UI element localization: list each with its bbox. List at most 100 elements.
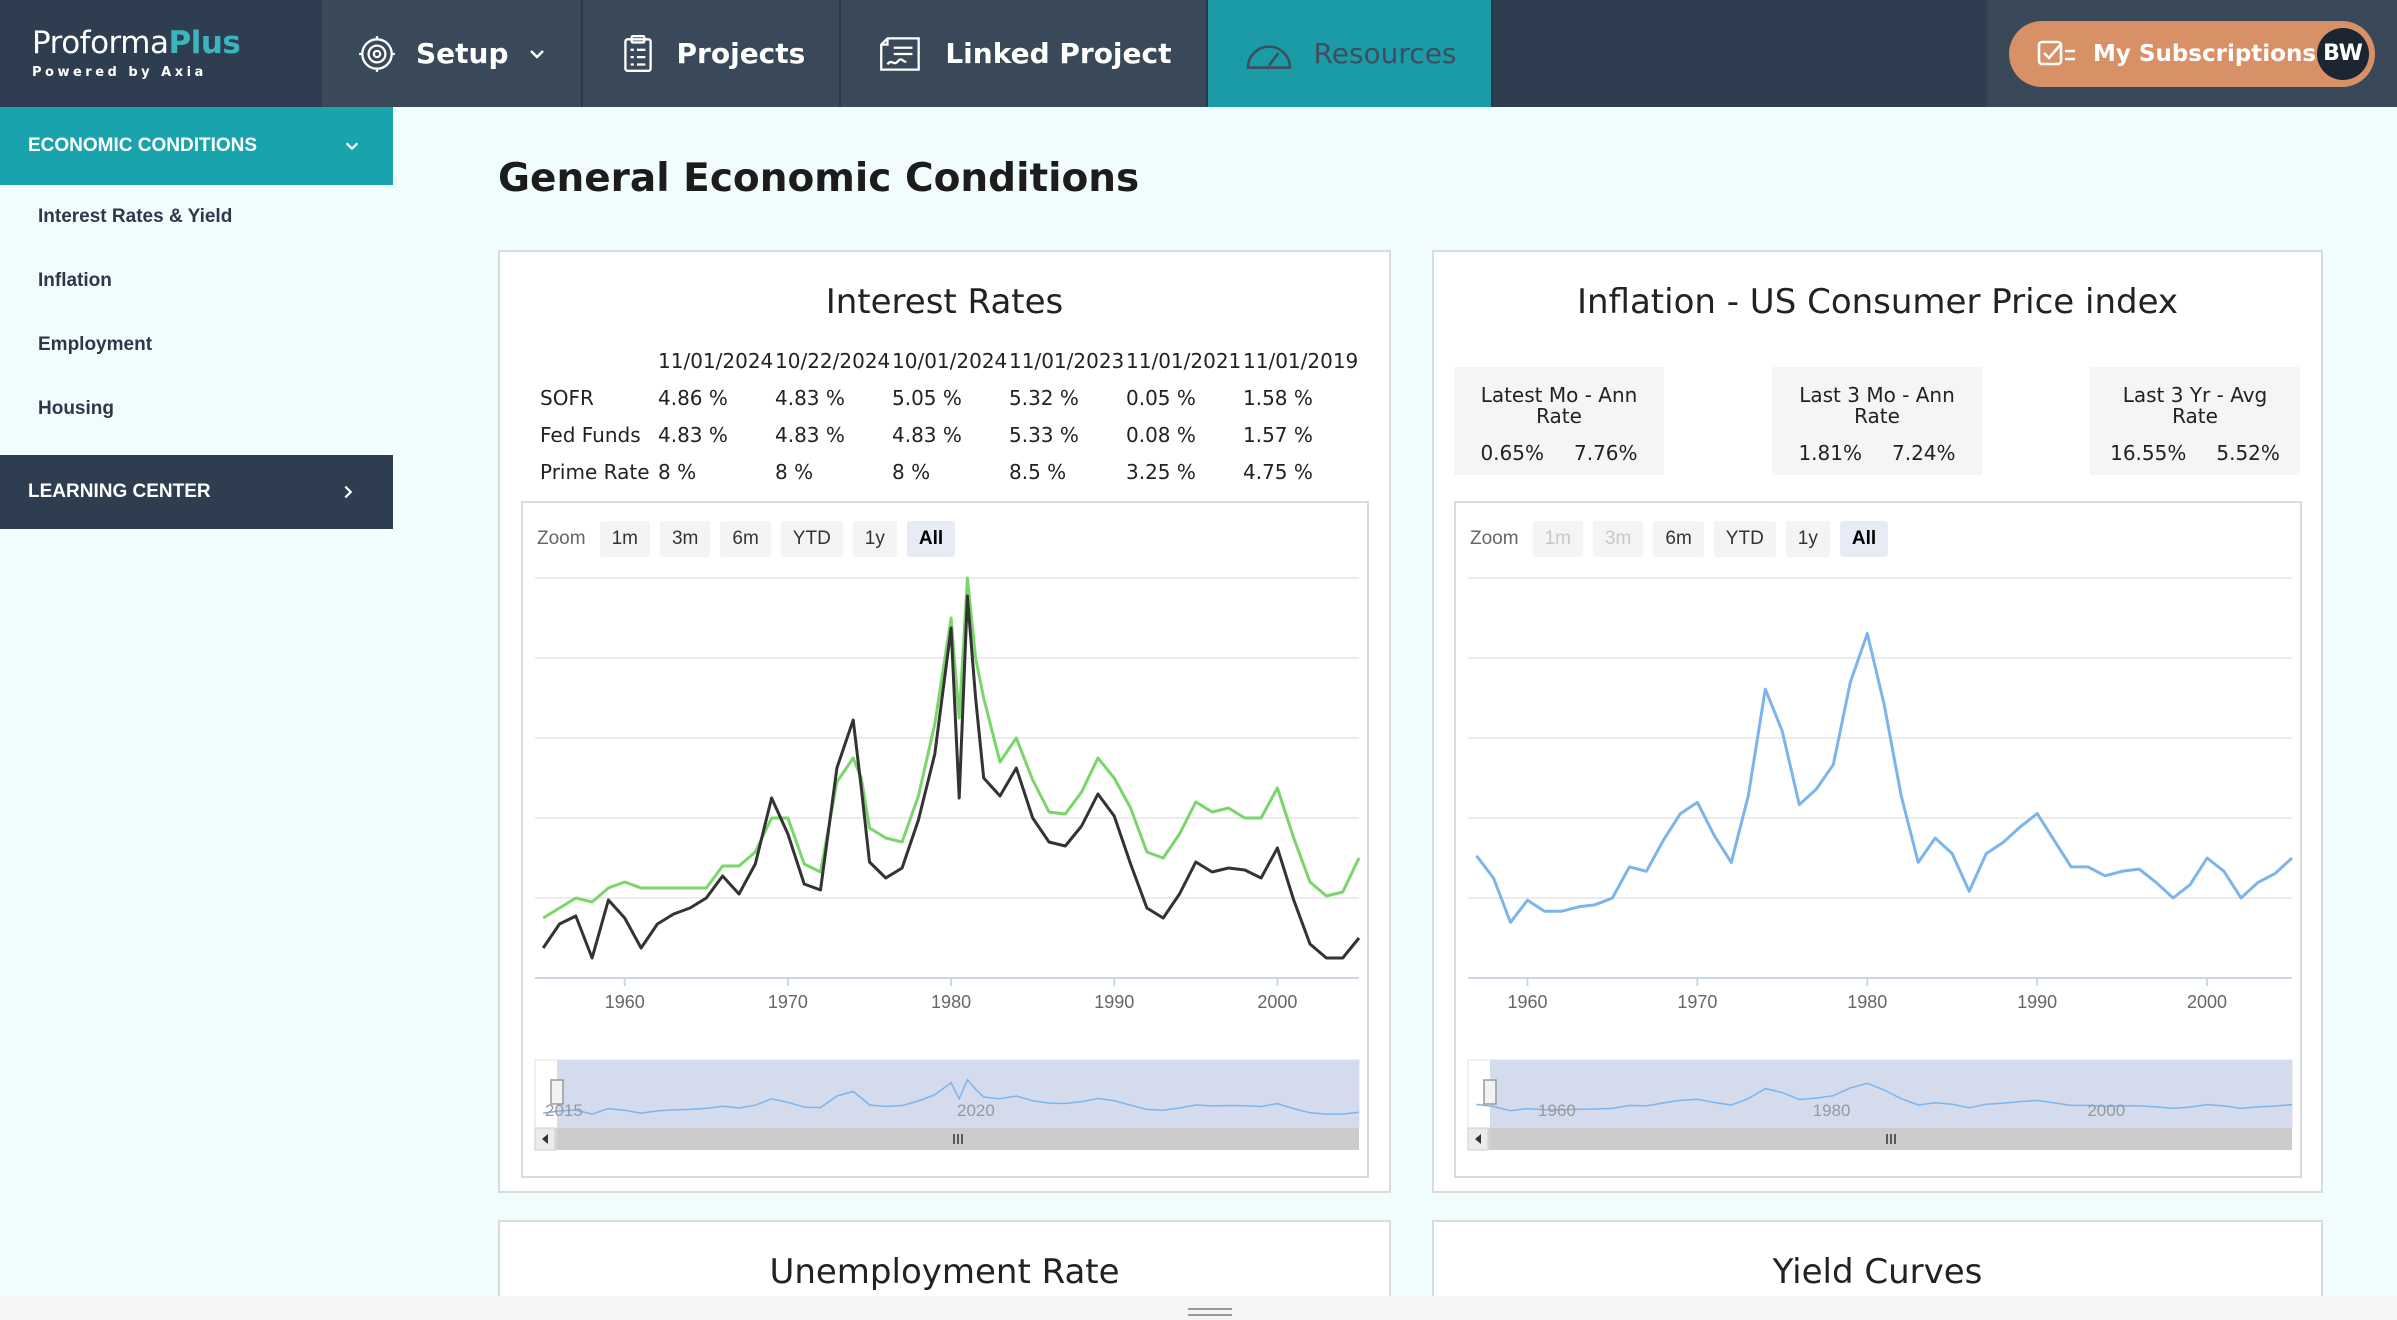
navigator-handle[interactable]	[550, 1079, 564, 1105]
rate-value: 0.08 %	[1126, 422, 1196, 447]
stat-latest-month: Latest Mo - Ann Rate 0.65% 7.76%	[1454, 367, 1664, 475]
zoom-3m-button[interactable]: 3m	[1592, 521, 1644, 557]
stat-last-3-month: Last 3 Mo - Ann Rate 1.81% 7.24%	[1772, 367, 1982, 475]
navigator-label: 2020	[957, 1101, 995, 1120]
rate-value: 5.33 %	[1009, 422, 1079, 447]
zoom-controls: Zoom 1m 3m 6m YTD 1y All	[1470, 521, 1889, 557]
sidebar-learning-label: LEARNING CENTER	[28, 481, 211, 502]
table-row: SOFR 4.86 % 4.83 % 5.05 % 5.32 % 0.05 % …	[540, 379, 1360, 416]
navigator-range	[557, 1060, 1359, 1128]
x-tick-label: 1980	[1847, 992, 1887, 1012]
zoom-1m-button[interactable]: 1m	[599, 521, 650, 557]
rate-value: 4.75 %	[1243, 459, 1313, 484]
sidebar-item-housing[interactable]: Housing	[38, 398, 114, 419]
stat-label: Last 3 Mo - Ann Rate	[1799, 383, 1955, 428]
inflation-title: Inflation - US Consumer Price index	[1576, 282, 2179, 322]
series-line	[1475, 632, 2294, 924]
interest-rates-plot: 1960 1970 1980 1990 2000 2015 2020	[534, 576, 1361, 1151]
my-subscriptions-label: My Subscriptions	[2093, 40, 2317, 67]
proformaplus-logo[interactable]: ProformaPlus Powered by Axia	[0, 0, 322, 107]
nav-setup[interactable]: Setup	[322, 0, 583, 107]
zoom-ytd-button[interactable]: YTD	[1713, 521, 1776, 557]
x-tick-label: 1990	[2017, 992, 2057, 1012]
rate-value: 5.32 %	[1009, 385, 1079, 410]
gauge-icon	[1246, 44, 1291, 69]
x-tick-label: 1960	[1507, 992, 1547, 1012]
table-row: Fed Funds 4.83 % 4.83 % 4.83 % 5.33 % 0.…	[540, 416, 1360, 453]
x-tick-label: 1970	[768, 992, 808, 1012]
navigator-series	[1476, 1082, 2293, 1112]
rate-value: 1.57 %	[1243, 422, 1313, 447]
rates-date: 10/22/2024	[775, 348, 891, 373]
zoom-all-button[interactable]: All	[1839, 521, 1889, 557]
sidebar-item-interest-rates[interactable]: Interest Rates & Yield	[38, 206, 233, 227]
x-tick-label: 1970	[1677, 992, 1717, 1012]
nav-projects[interactable]: Projects	[582, 0, 842, 107]
rate-value: 5.05 %	[892, 385, 962, 410]
nav-linked-project[interactable]: Linked Project	[841, 0, 1208, 107]
stat-label: Latest Mo - Ann Rate	[1480, 383, 1638, 428]
scroll-left-arrow-icon	[1475, 1134, 1481, 1144]
setup-gear-icon	[359, 35, 395, 72]
nav-resources-label: Resources	[1313, 37, 1457, 70]
stat-value: 7.24%	[1892, 441, 1956, 465]
zoom-ytd-button[interactable]: YTD	[780, 521, 843, 557]
sidebar-section-label: ECONOMIC CONDITIONS	[28, 135, 258, 156]
rate-name: SOFR	[540, 385, 594, 410]
rate-value: 4.83 %	[775, 385, 845, 410]
zoom-all-button[interactable]: All	[906, 521, 956, 557]
table-row: Prime Rate 8 % 8 % 8 % 8.5 % 3.25 % 4.75…	[540, 453, 1360, 490]
sidebar-item-inflation[interactable]: Inflation	[38, 270, 112, 291]
zoom-label: Zoom	[1470, 528, 1519, 549]
checklist-icon	[2037, 40, 2075, 65]
series-line	[542, 576, 1361, 920]
chevron-down-icon	[529, 49, 544, 59]
zoom-1y-button[interactable]: 1y	[852, 521, 897, 557]
nav-resources[interactable]: Resources	[1207, 0, 1493, 107]
rates-date: 11/01/2021	[1126, 348, 1242, 373]
stat-value: 1.81%	[1798, 441, 1862, 465]
x-tick-label: 1960	[605, 992, 645, 1012]
user-avatar[interactable]: BW	[2317, 27, 2369, 80]
rate-value: 8.5 %	[1009, 459, 1067, 484]
contract-icon	[880, 36, 921, 71]
zoom-6m-button[interactable]: 6m	[720, 521, 771, 557]
rate-value: 4.83 %	[658, 422, 728, 447]
sidebar-item-employment[interactable]: Employment	[38, 334, 153, 355]
page-title: General Economic Conditions	[498, 156, 1140, 201]
zoom-6m-button[interactable]: 6m	[1653, 521, 1704, 557]
logo-text: ProformaPlus	[32, 24, 241, 61]
navigator-label: 2015	[545, 1101, 583, 1120]
zoom-label: Zoom	[537, 528, 586, 549]
x-tick-label: 2000	[1257, 992, 1297, 1012]
my-subscriptions-button[interactable]: My Subscriptions BW	[2009, 20, 2375, 87]
zoom-1y-button[interactable]: 1y	[1785, 521, 1830, 557]
logo-subtitle: Powered by Axia	[32, 64, 207, 80]
rates-date: 11/01/2024	[658, 348, 774, 373]
navigator-handle[interactable]	[1483, 1079, 1497, 1105]
navigator-series	[543, 1078, 1360, 1115]
resize-grip-icon[interactable]	[1188, 1308, 1232, 1316]
sidebar-learning-center[interactable]: LEARNING CENTER	[0, 455, 393, 529]
rate-value: 1.58 %	[1243, 385, 1313, 410]
stat-label: Last 3 Yr - Avg Rate	[2122, 383, 2268, 428]
sidebar-economic-conditions[interactable]: ECONOMIC CONDITIONS	[0, 107, 393, 185]
x-tick-label: 1980	[931, 992, 971, 1012]
rate-value: 8 %	[892, 459, 931, 484]
rates-date: 11/01/2023	[1009, 348, 1125, 373]
stat-value: 7.76%	[1574, 441, 1638, 465]
zoom-3m-button[interactable]: 3m	[659, 521, 711, 557]
top-nav: ProformaPlus Powered by Axia Setup Proje…	[0, 0, 2397, 107]
x-tick-label: 1990	[1094, 992, 1134, 1012]
rates-date: 10/01/2024	[892, 348, 1008, 373]
rate-value: 3.25 %	[1126, 459, 1196, 484]
rate-name: Prime Rate	[540, 459, 650, 484]
rates-table: 11/01/2024 10/22/2024 10/01/2024 11/01/2…	[540, 342, 1360, 490]
navigator-label: 2000	[2087, 1101, 2125, 1120]
yield-curves-title: Yield Curves	[1772, 1252, 1983, 1292]
zoom-1m-button[interactable]: 1m	[1532, 521, 1583, 557]
stat-value: 0.65%	[1480, 441, 1544, 465]
rate-value: 8 %	[775, 459, 814, 484]
navigator-label: 1980	[1813, 1101, 1851, 1120]
nav-linked-project-label: Linked Project	[945, 37, 1172, 70]
